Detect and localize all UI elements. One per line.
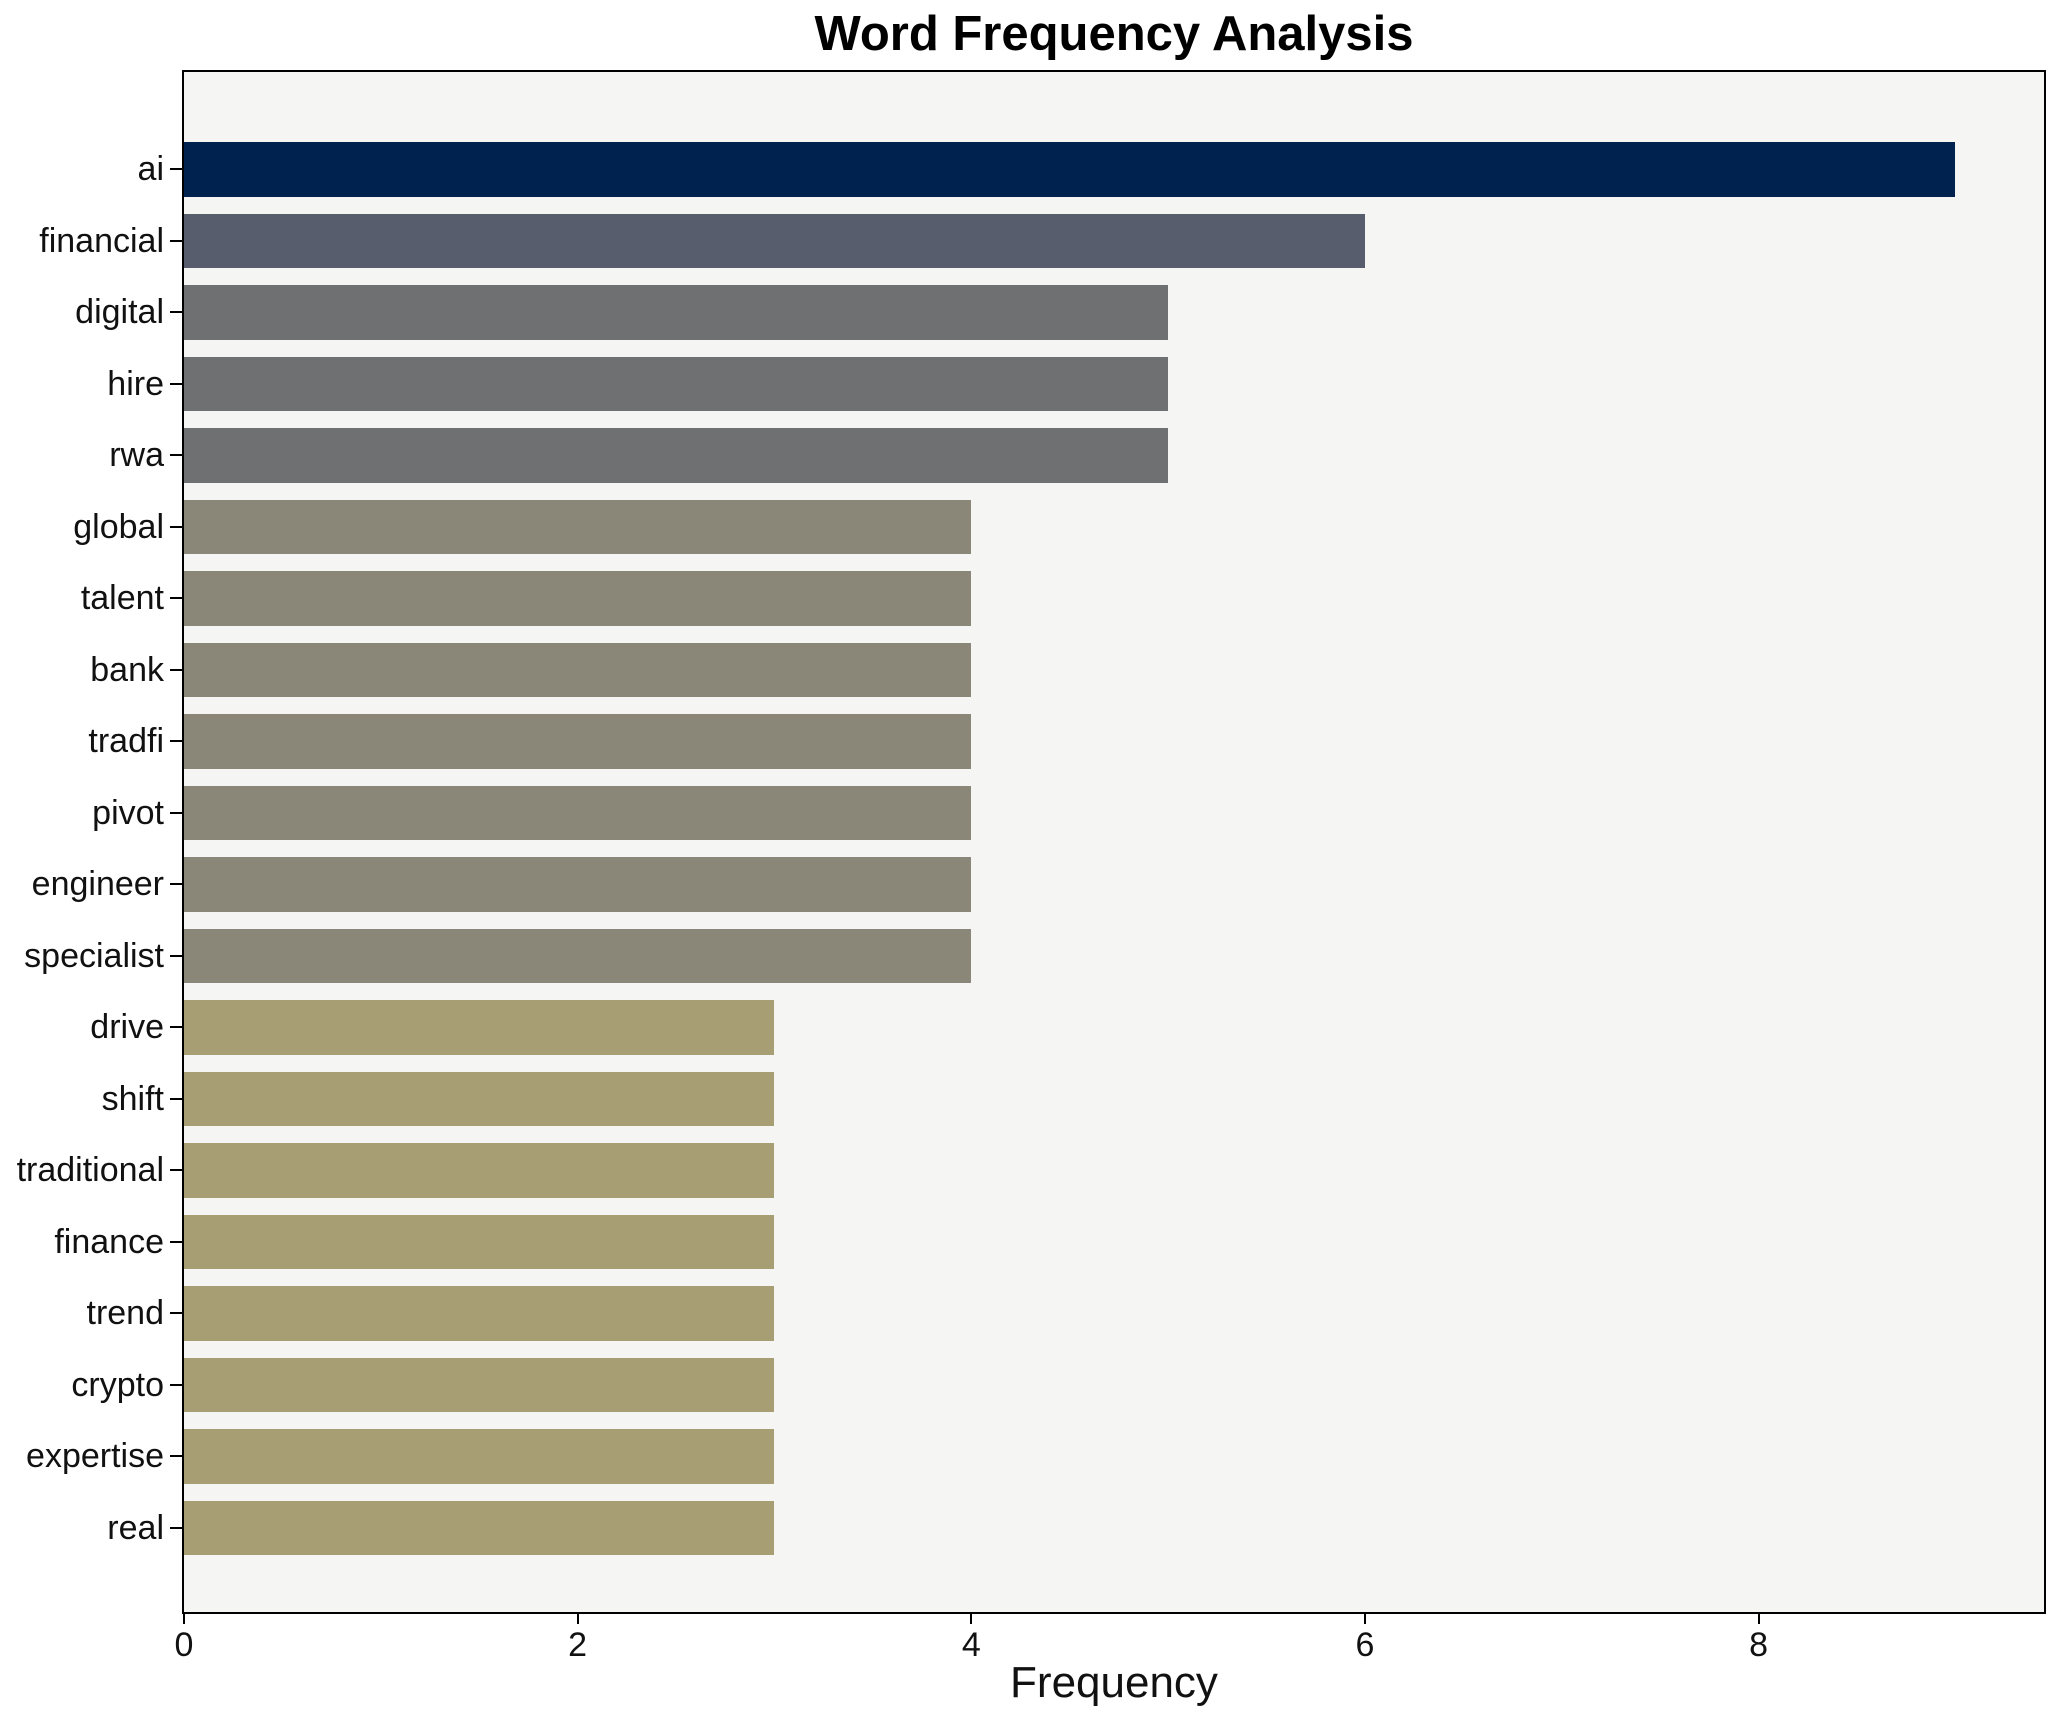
y-tick-label: bank bbox=[90, 650, 164, 689]
y-tick-mark bbox=[170, 1312, 182, 1315]
bar-rwa bbox=[184, 428, 1169, 483]
y-tick-mark bbox=[170, 1097, 182, 1100]
y-tick-mark bbox=[170, 1526, 182, 1529]
y-tick-label: engineer bbox=[31, 865, 164, 904]
bar-real bbox=[184, 1500, 775, 1555]
y-tick-label: expertise bbox=[26, 1437, 164, 1476]
y-tick-mark bbox=[170, 1169, 182, 1172]
bar-finance bbox=[184, 1214, 775, 1269]
y-tick-label: crypto bbox=[71, 1365, 164, 1404]
y-tick-mark bbox=[170, 382, 182, 385]
x-tick-mark bbox=[183, 1614, 185, 1624]
y-tick-label: rwa bbox=[109, 436, 164, 475]
bar-engineer bbox=[184, 857, 972, 912]
x-tick-label: 2 bbox=[568, 1626, 588, 1664]
y-tick-label: hire bbox=[107, 364, 164, 403]
y-tick-mark bbox=[170, 883, 182, 886]
y-tick-label: drive bbox=[90, 1008, 164, 1047]
bar-traditional bbox=[184, 1143, 775, 1198]
x-tick-mark bbox=[1757, 1614, 1760, 1624]
y-tick-label: real bbox=[107, 1508, 164, 1547]
plot-area bbox=[182, 70, 2046, 1614]
x-tick-label: 4 bbox=[961, 1626, 981, 1664]
x-tick-mark bbox=[1363, 1614, 1366, 1624]
x-tick-label: 0 bbox=[174, 1626, 194, 1664]
chart-title: Word Frequency Analysis bbox=[814, 7, 1414, 61]
y-tick-label: finance bbox=[54, 1222, 164, 1261]
x-axis-label: Frequency bbox=[1010, 1658, 1218, 1707]
y-tick-label: pivot bbox=[92, 793, 164, 832]
y-tick-mark bbox=[170, 597, 182, 600]
y-tick-label: trend bbox=[86, 1294, 165, 1333]
y-tick-mark bbox=[170, 525, 182, 528]
y-tick-mark bbox=[170, 311, 182, 314]
y-tick-label: digital bbox=[75, 293, 164, 332]
x-tick-mark bbox=[970, 1614, 973, 1624]
y-tick-label: specialist bbox=[24, 936, 164, 975]
y-tick-label: tradfi bbox=[88, 722, 164, 761]
x-tick-mark bbox=[576, 1614, 579, 1624]
y-tick-label: talent bbox=[80, 579, 164, 618]
bar-ai bbox=[184, 142, 1956, 197]
bar-financial bbox=[184, 213, 1365, 268]
y-tick-mark bbox=[170, 1455, 182, 1458]
x-tick-label: 6 bbox=[1355, 1626, 1375, 1664]
x-tick-label: 8 bbox=[1749, 1626, 1769, 1664]
bar-shift bbox=[184, 1071, 775, 1126]
bar-pivot bbox=[184, 785, 972, 840]
bar-tradfi bbox=[184, 714, 972, 769]
y-tick-mark bbox=[170, 740, 182, 743]
bar-trend bbox=[184, 1286, 775, 1341]
bar-crypto bbox=[184, 1357, 775, 1412]
bar-expertise bbox=[184, 1429, 775, 1484]
y-tick-mark bbox=[170, 1026, 182, 1029]
bar-global bbox=[184, 499, 972, 554]
bar-bank bbox=[184, 642, 972, 697]
y-tick-mark bbox=[170, 1240, 182, 1243]
y-tick-mark bbox=[170, 239, 182, 242]
bar-hire bbox=[184, 356, 1169, 411]
y-tick-mark bbox=[170, 954, 182, 957]
y-tick-label: ai bbox=[137, 150, 164, 189]
bar-specialist bbox=[184, 928, 972, 983]
y-tick-mark bbox=[170, 668, 182, 671]
y-tick-label: traditional bbox=[16, 1151, 164, 1190]
y-tick-mark bbox=[170, 811, 182, 814]
y-tick-mark bbox=[170, 454, 182, 457]
y-tick-label: financial bbox=[39, 221, 164, 260]
y-tick-label: shift bbox=[101, 1079, 164, 1118]
bar-talent bbox=[184, 571, 972, 626]
y-tick-mark bbox=[170, 168, 182, 171]
bar-drive bbox=[184, 1000, 775, 1055]
y-tick-mark bbox=[170, 1383, 182, 1386]
y-tick-label: global bbox=[73, 507, 164, 546]
bar-digital bbox=[184, 285, 1169, 340]
